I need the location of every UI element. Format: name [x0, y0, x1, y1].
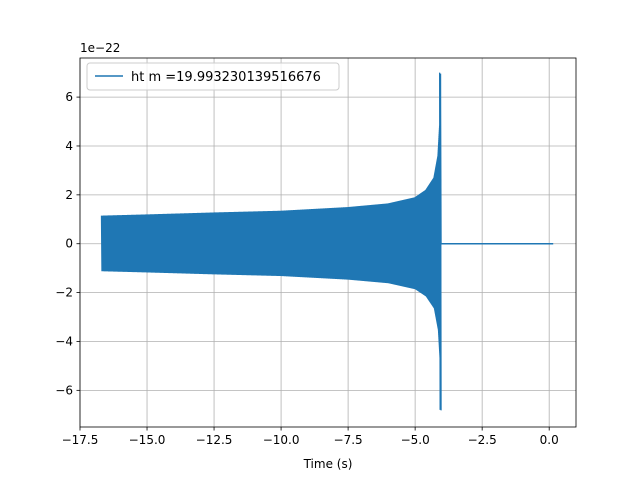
x-axis: −17.5 −15.0 −12.5 −10.0 −7.5 −5.0 −2.5 0.0 — [62, 427, 559, 447]
y-tick-label: −2 — [55, 286, 73, 300]
y-tick-label: 6 — [65, 90, 73, 104]
axes-frame — [79, 57, 577, 428]
y-tick-label: −6 — [55, 383, 73, 397]
legend-entry: ht m =19.993230139516676 — [131, 70, 321, 85]
y-tick-label: 2 — [65, 188, 73, 202]
plot-area — [100, 72, 554, 411]
y-tick-label: −4 — [55, 334, 73, 348]
x-axis-label: Time (s) — [303, 457, 353, 471]
x-tick-label: −17.5 — [62, 433, 99, 447]
legend: ht m =19.993230139516676 — [86, 62, 340, 91]
x-tick-label: −12.5 — [196, 433, 233, 447]
x-tick-label: 0.0 — [540, 433, 559, 447]
x-tick-label: −15.0 — [129, 433, 166, 447]
x-tick-label: −2.5 — [468, 433, 497, 447]
y-axis: −6 −4 −2 0 2 4 6 — [55, 90, 80, 397]
x-tick-label: −5.0 — [401, 433, 430, 447]
legend-box — [86, 62, 340, 91]
x-tick-label: −10.0 — [263, 433, 300, 447]
x-tick-label: −7.5 — [334, 433, 363, 447]
y-offset-label: 1e−22 — [80, 41, 120, 55]
y-tick-label: 0 — [65, 237, 73, 251]
waveform-line — [100, 72, 442, 411]
y-tick-label: 4 — [65, 139, 73, 153]
grid — [79, 58, 576, 427]
